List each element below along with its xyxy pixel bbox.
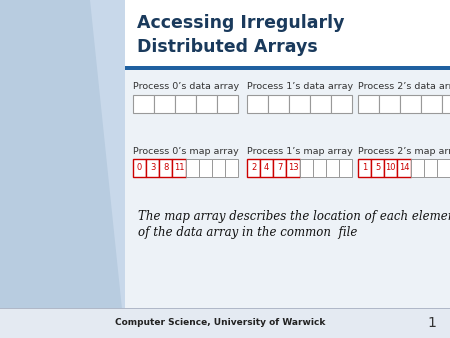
Polygon shape <box>0 0 125 338</box>
Text: 7: 7 <box>277 164 283 172</box>
Bar <box>0 308 450 309</box>
Text: 11: 11 <box>174 164 184 172</box>
Bar <box>125 0 450 68</box>
Text: Process 0’s data array: Process 0’s data array <box>133 82 239 91</box>
Text: 4: 4 <box>264 164 269 172</box>
Bar <box>247 95 268 113</box>
Bar <box>196 95 217 113</box>
Text: 10: 10 <box>386 164 396 172</box>
Bar <box>217 95 238 113</box>
Bar <box>289 95 310 113</box>
Text: Accessing Irregularly: Accessing Irregularly <box>137 14 345 32</box>
Polygon shape <box>0 0 125 338</box>
Bar <box>421 95 442 113</box>
Bar <box>273 159 286 177</box>
Bar <box>423 159 437 177</box>
Bar <box>400 95 421 113</box>
Text: Process 1’s map array: Process 1’s map array <box>247 147 353 156</box>
Bar <box>268 95 289 113</box>
Bar <box>331 95 352 113</box>
Text: Distributed Arrays: Distributed Arrays <box>137 38 318 56</box>
Text: 13: 13 <box>288 164 298 172</box>
Bar <box>212 159 225 177</box>
Bar <box>175 95 196 113</box>
Text: The map array describes the location of each element: The map array describes the location of … <box>138 210 450 223</box>
Bar <box>133 159 146 177</box>
Bar <box>442 95 450 113</box>
Bar <box>313 159 326 177</box>
Bar <box>437 159 450 177</box>
Bar <box>125 0 450 338</box>
Bar <box>286 159 300 177</box>
Bar <box>384 159 397 177</box>
Text: Process 2’s map array: Process 2’s map array <box>358 147 450 156</box>
Bar <box>379 95 400 113</box>
Bar <box>0 309 450 338</box>
Text: Process 2’s data array: Process 2’s data array <box>358 82 450 91</box>
Text: Computer Science, University of Warwick: Computer Science, University of Warwick <box>115 318 325 327</box>
Bar <box>371 159 384 177</box>
Bar <box>185 159 198 177</box>
Text: 8: 8 <box>163 164 168 172</box>
Text: 1: 1 <box>362 164 367 172</box>
Bar <box>146 159 159 177</box>
Bar <box>225 159 238 177</box>
Bar <box>358 95 379 113</box>
Bar <box>159 159 172 177</box>
Bar <box>154 95 175 113</box>
Bar <box>198 159 212 177</box>
Bar <box>260 159 273 177</box>
Bar <box>339 159 352 177</box>
Bar <box>300 159 313 177</box>
Bar <box>358 159 371 177</box>
Text: Process 0’s map array: Process 0’s map array <box>133 147 239 156</box>
Text: 0: 0 <box>137 164 142 172</box>
Bar <box>310 95 331 113</box>
Text: of the data array in the common  file: of the data array in the common file <box>138 226 357 239</box>
Text: 1: 1 <box>428 316 436 330</box>
Text: Process 1’s data array: Process 1’s data array <box>247 82 353 91</box>
Bar <box>133 95 154 113</box>
Bar <box>410 159 423 177</box>
Bar <box>247 159 260 177</box>
Bar <box>125 66 450 70</box>
Bar <box>172 159 185 177</box>
Text: 3: 3 <box>150 164 155 172</box>
Text: 14: 14 <box>399 164 409 172</box>
Text: 5: 5 <box>375 164 380 172</box>
Bar <box>397 159 410 177</box>
Bar <box>326 159 339 177</box>
Text: 2: 2 <box>251 164 256 172</box>
